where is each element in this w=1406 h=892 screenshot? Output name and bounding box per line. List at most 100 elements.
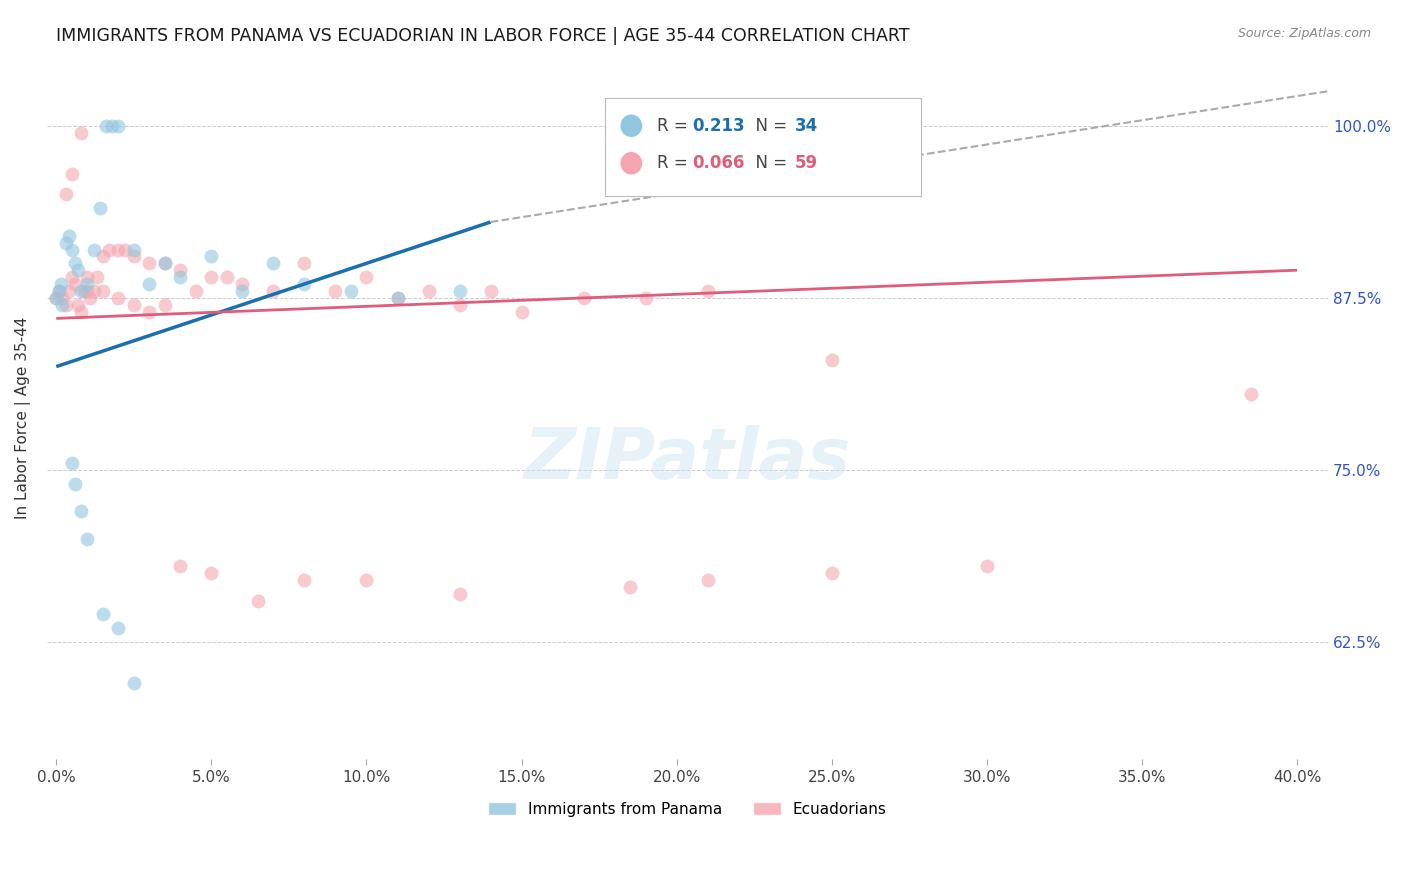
Point: [76, 532, 98, 546]
Point: [340, 284, 363, 298]
Point: [138, 277, 160, 291]
Point: [58, 228, 80, 243]
Point: [66, 263, 89, 277]
Point: [696, 284, 718, 298]
Text: IMMIGRANTS FROM PANAMA VS ECUADORIAN IN LABOR FORCE | AGE 35-44 CORRELATION CHAR: IMMIGRANTS FROM PANAMA VS ECUADORIAN IN …: [56, 27, 910, 45]
Point: [619, 580, 641, 594]
Point: [45, 291, 67, 305]
Point: [696, 573, 718, 587]
Point: [58, 284, 80, 298]
Point: [76, 277, 98, 291]
Point: [231, 277, 253, 291]
Point: [76, 270, 98, 285]
Point: [76, 284, 98, 298]
Point: [55, 298, 77, 312]
Point: [325, 284, 347, 298]
Point: [246, 593, 269, 607]
Point: [51, 291, 73, 305]
Point: [294, 573, 316, 587]
Point: [66, 298, 89, 312]
Point: [63, 256, 86, 270]
Text: R =: R =: [657, 117, 693, 135]
Point: [821, 352, 844, 367]
Text: R =: R =: [657, 154, 693, 172]
Point: [55, 235, 77, 250]
Point: [1239, 387, 1261, 401]
Text: 0.066: 0.066: [692, 154, 744, 172]
Point: [107, 291, 129, 305]
Point: [200, 566, 222, 581]
Point: [200, 249, 222, 263]
Point: [138, 304, 160, 318]
Point: [98, 243, 121, 257]
Point: [45, 291, 67, 305]
Point: [821, 566, 844, 581]
Point: [262, 284, 284, 298]
Point: [418, 284, 440, 298]
Point: [49, 277, 72, 291]
Point: [387, 291, 409, 305]
Point: [107, 621, 129, 635]
Point: [107, 119, 129, 133]
Point: [169, 270, 191, 285]
Text: N =: N =: [745, 154, 793, 172]
Point: [89, 201, 111, 215]
Text: ZIPatlas: ZIPatlas: [524, 425, 851, 493]
Text: 59: 59: [794, 154, 817, 172]
Point: [107, 243, 129, 257]
Point: [294, 277, 316, 291]
Point: [294, 256, 316, 270]
Point: [122, 243, 145, 257]
Point: [153, 298, 176, 312]
Point: [387, 291, 409, 305]
Point: [91, 607, 114, 622]
Point: [122, 298, 145, 312]
Point: [215, 270, 238, 285]
Point: [70, 304, 93, 318]
Point: [60, 270, 83, 285]
Point: [83, 284, 105, 298]
Point: [91, 284, 114, 298]
Point: [200, 270, 222, 285]
Text: 34: 34: [794, 117, 818, 135]
Text: 0.213: 0.213: [692, 117, 744, 135]
Point: [48, 284, 70, 298]
Point: [510, 304, 533, 318]
Point: [356, 573, 378, 587]
Point: [449, 284, 471, 298]
Point: [48, 284, 70, 298]
Point: [79, 291, 101, 305]
Point: [60, 456, 83, 470]
Point: [60, 243, 83, 257]
Point: [91, 249, 114, 263]
Point: [169, 559, 191, 574]
Point: [70, 504, 93, 518]
Point: [169, 263, 191, 277]
Point: [122, 249, 145, 263]
Legend: Immigrants from Panama, Ecuadorians: Immigrants from Panama, Ecuadorians: [482, 796, 893, 823]
Point: [86, 270, 108, 285]
Point: [976, 559, 998, 574]
Point: [101, 119, 124, 133]
Point: [63, 277, 86, 291]
Point: [479, 284, 502, 298]
Point: [55, 187, 77, 202]
Point: [114, 243, 136, 257]
Point: [138, 256, 160, 270]
Point: [449, 587, 471, 601]
Point: [94, 119, 117, 133]
Point: [231, 284, 253, 298]
Point: [449, 298, 471, 312]
Point: [83, 243, 105, 257]
Point: [153, 256, 176, 270]
Point: [184, 284, 207, 298]
Text: N =: N =: [745, 117, 793, 135]
Point: [51, 298, 73, 312]
Point: [356, 270, 378, 285]
Point: [70, 284, 93, 298]
Point: [122, 676, 145, 690]
Point: [73, 284, 96, 298]
Point: [63, 476, 86, 491]
Point: [153, 256, 176, 270]
Y-axis label: In Labor Force | Age 35-44: In Labor Force | Age 35-44: [15, 317, 31, 519]
